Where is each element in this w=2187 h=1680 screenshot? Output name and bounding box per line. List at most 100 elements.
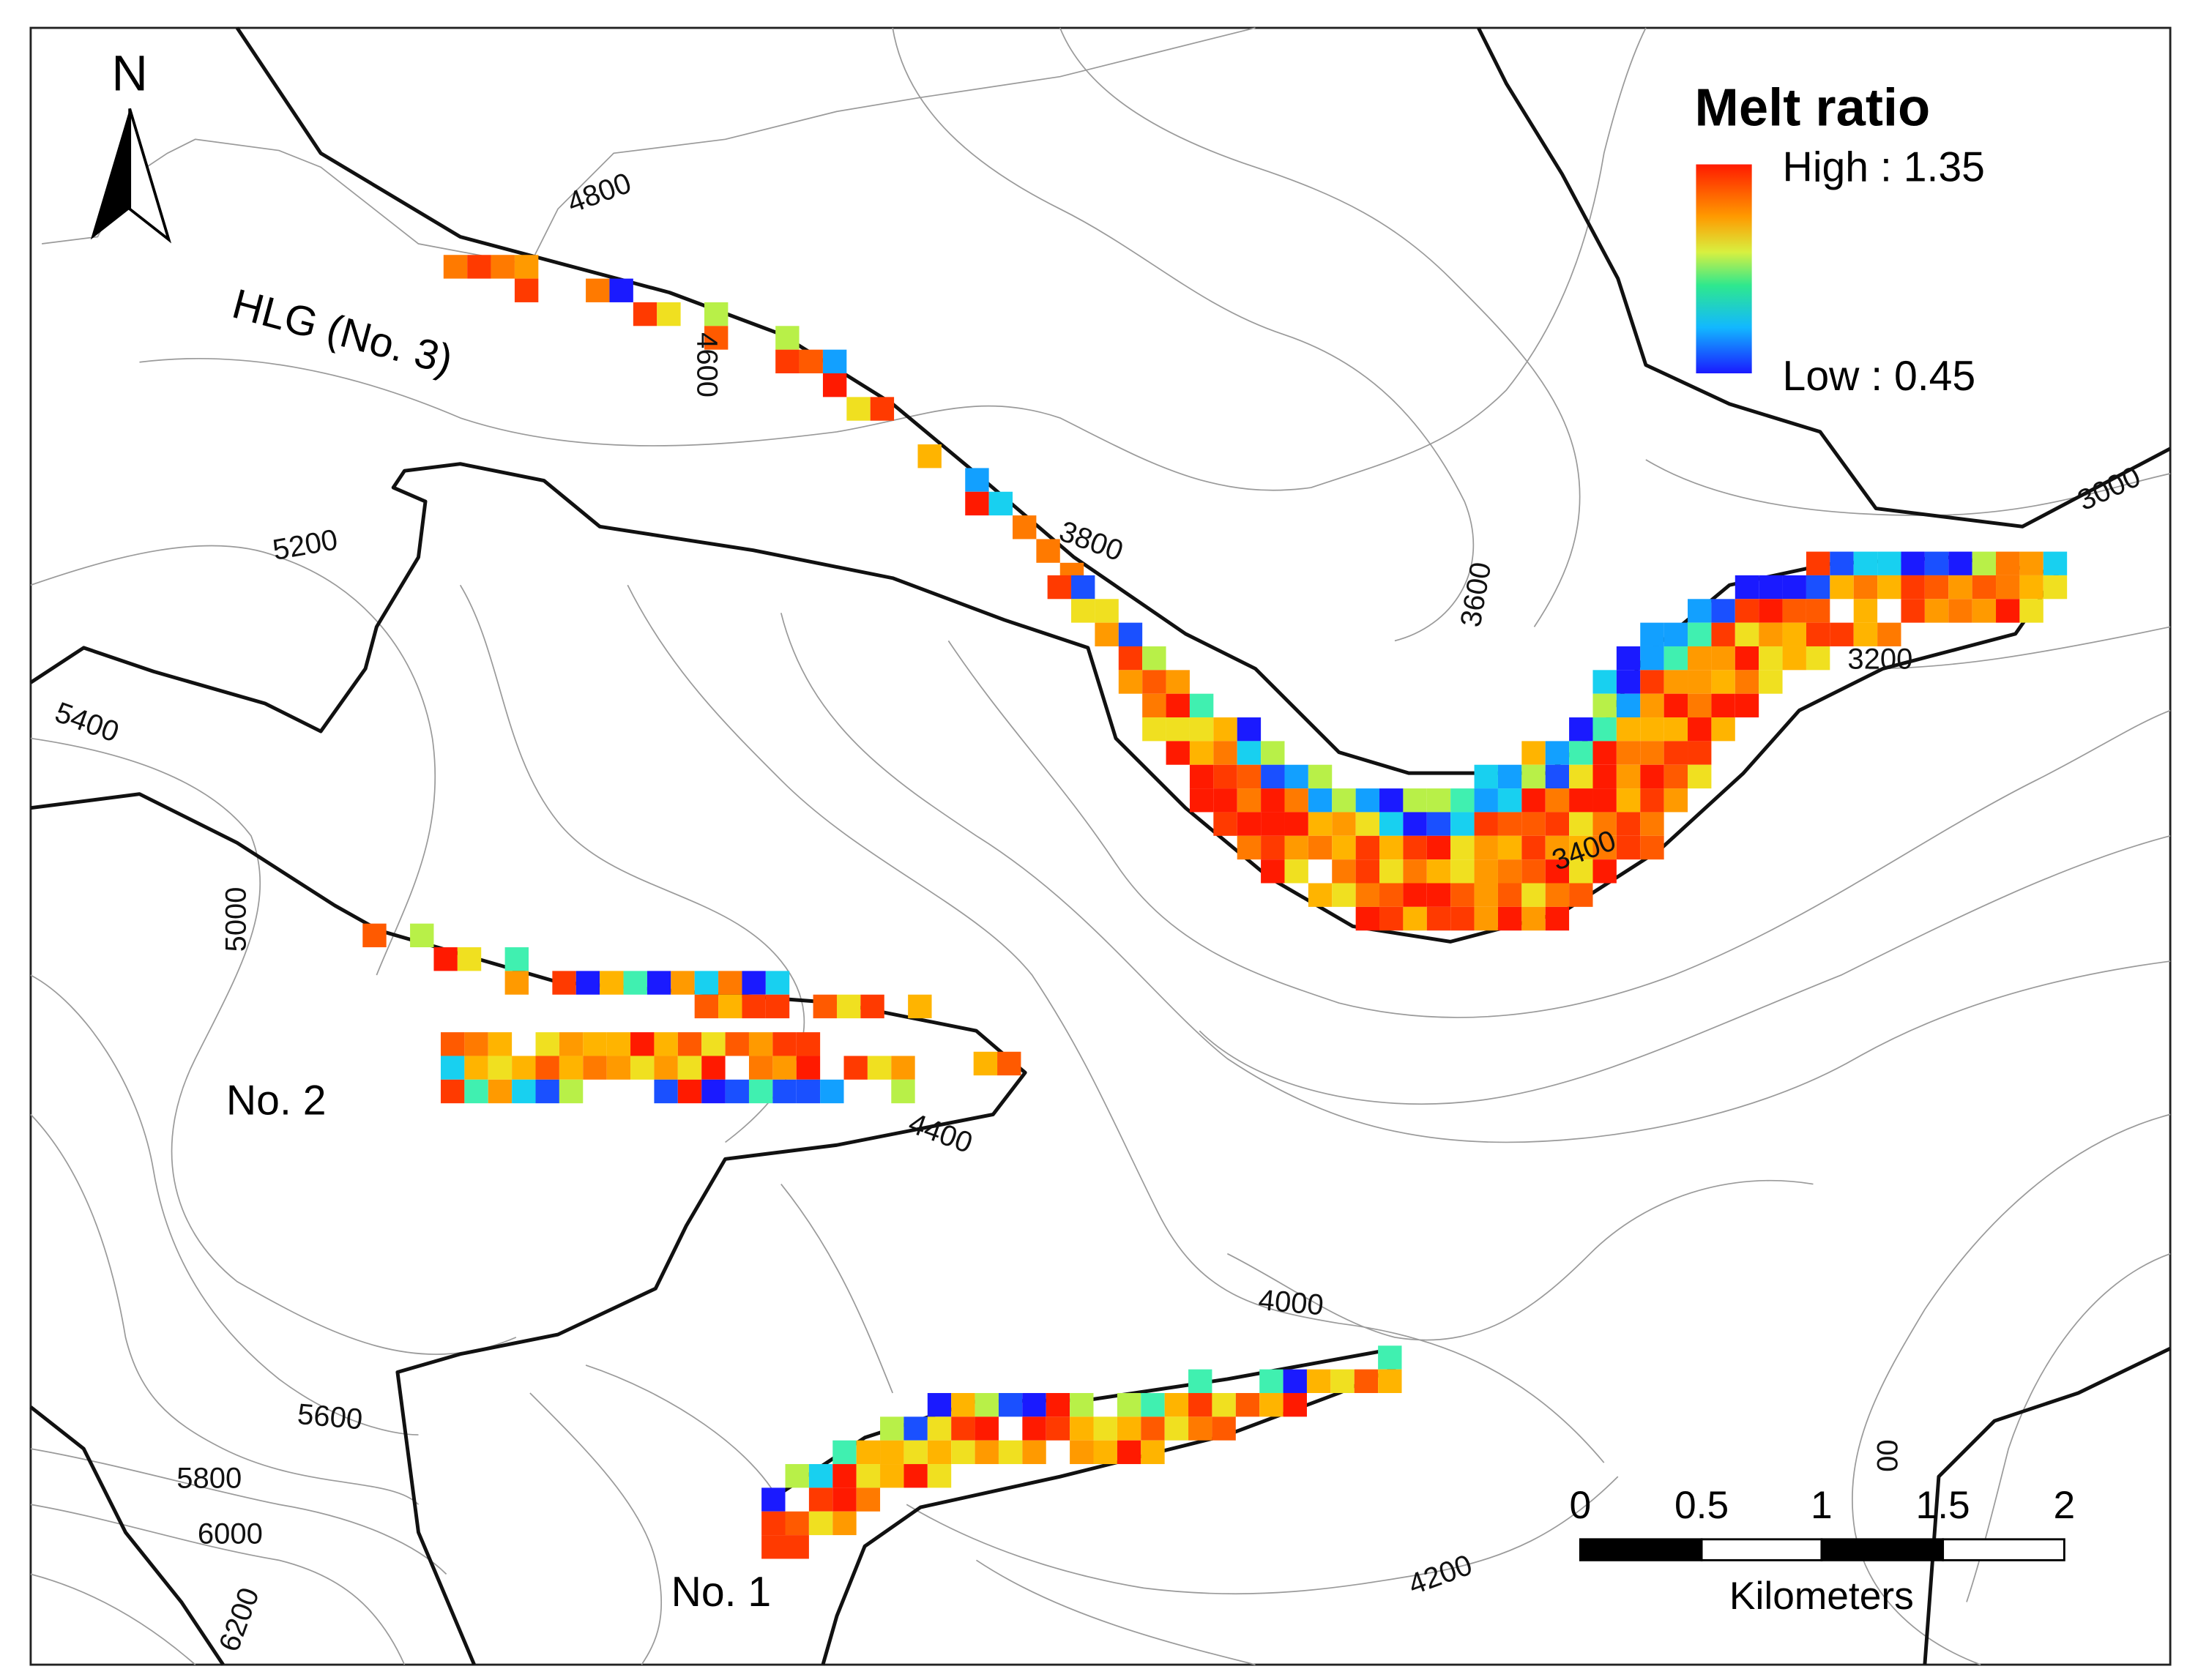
melt-cell: [975, 1416, 999, 1441]
contour-label: 5600: [296, 1398, 363, 1436]
contour-label: 5800: [176, 1462, 242, 1494]
melt-cell: [433, 947, 458, 971]
melt-cell: [904, 1464, 928, 1488]
melt-cell: [742, 994, 766, 1019]
melt-cell: [1782, 599, 1806, 623]
melt-cell: [718, 994, 742, 1019]
contour-label: 3200: [1847, 643, 1912, 675]
melt-cell: [1592, 670, 1617, 694]
melt-cell: [1118, 646, 1143, 671]
scale-segment: [1579, 1538, 1703, 1561]
contour-label: 4000: [1257, 1284, 1325, 1322]
melt-cell: [1259, 1392, 1283, 1417]
melt-cell: [1046, 1416, 1070, 1441]
melt-cell: [1616, 835, 1641, 860]
melt-cell: [1759, 575, 1783, 600]
melt-cell: [1237, 717, 1262, 742]
melt-cell: [677, 1079, 702, 1104]
melt-cell: [1284, 764, 1308, 789]
contour-label: 6000: [198, 1518, 263, 1550]
melt-cell: [1330, 1369, 1355, 1393]
melt-cell: [1901, 551, 1925, 575]
melt-cell: [1118, 670, 1143, 694]
melt-cell: [1782, 622, 1806, 646]
melt-cell: [1378, 1345, 1402, 1370]
melt-cell: [796, 1079, 821, 1104]
melt-cell: [1545, 859, 1570, 884]
melt-cell: [583, 1032, 607, 1056]
melt-cell: [856, 1464, 881, 1488]
melt-cell: [1901, 575, 1925, 600]
melt-cell: [748, 1056, 773, 1080]
melt-cell: [1332, 788, 1356, 813]
melt-cell: [1117, 1392, 1141, 1417]
melt-cell: [1569, 741, 1593, 765]
melt-cell: [1877, 622, 1901, 646]
melt-cell: [1261, 859, 1285, 884]
melt-ratio-cells: [362, 255, 2068, 1559]
melt-cell: [457, 947, 482, 971]
melt-cell: [951, 1416, 975, 1441]
melt-cell: [1996, 551, 2020, 575]
melt-cell: [832, 1440, 857, 1465]
melt-cell: [1924, 575, 1949, 600]
melt-cell: [1735, 693, 1759, 718]
melt-cell: [1853, 599, 1878, 623]
melt-cell: [927, 1392, 952, 1417]
melt-cell: [1877, 575, 1901, 600]
scale-tick-label: 0.5: [1674, 1484, 1729, 1527]
melt-cell: [1806, 551, 1830, 575]
melt-cell: [1474, 788, 1498, 813]
melt-cell: [1640, 835, 1664, 860]
melt-cell: [1711, 622, 1735, 646]
melt-cell: [1663, 741, 1688, 765]
melt-cell: [514, 255, 539, 279]
melt-cell: [1188, 1416, 1212, 1441]
melt-cell: [559, 1079, 584, 1104]
melt-cell: [765, 971, 790, 995]
melt-cell: [880, 1464, 904, 1488]
melt-cell: [1379, 788, 1404, 813]
melt-cell: [1592, 859, 1617, 884]
melt-cell: [799, 349, 823, 373]
melt-cell: [1474, 764, 1498, 789]
melt-cell: [1426, 883, 1451, 907]
melt-cell: [1640, 717, 1664, 742]
melt-cell: [1164, 1416, 1189, 1441]
melt-cell: [1142, 693, 1166, 718]
melt-cell: [1237, 741, 1262, 765]
melt-cell: [1640, 741, 1664, 765]
melt-cell: [701, 1079, 726, 1104]
melt-cell: [1735, 622, 1759, 646]
melt-cell: [410, 923, 434, 948]
melt-cell: [1592, 835, 1617, 860]
melt-cell: [1189, 693, 1214, 718]
melt-cell: [1759, 622, 1783, 646]
melt-cell: [1497, 764, 1522, 789]
melt-cell: [504, 947, 529, 971]
melt-cell: [701, 1032, 726, 1056]
melt-cell: [832, 1487, 857, 1512]
melt-cell: [1688, 670, 1712, 694]
melt-cell: [1355, 859, 1380, 884]
melt-cell: [1663, 646, 1688, 671]
scale-tick-label: 2: [2054, 1484, 2076, 1527]
melt-cell: [1283, 1369, 1307, 1393]
melt-cell: [1355, 812, 1380, 836]
melt-cell: [832, 1511, 857, 1536]
melt-cell: [1830, 622, 1854, 646]
melt-cell: [1403, 812, 1427, 836]
melt-cell: [1284, 788, 1308, 813]
melt-cell: [704, 326, 729, 350]
melt-cell: [1711, 693, 1735, 718]
melt-cell: [1592, 717, 1617, 742]
melt-cell: [606, 1032, 631, 1056]
melt-cell: [1403, 883, 1427, 907]
legend-high: High : 1.35: [1783, 143, 1985, 190]
melt-cell: [1284, 812, 1308, 836]
melt-cell: [535, 1079, 559, 1104]
melt-cell: [1521, 835, 1546, 860]
melt-cell: [1688, 717, 1712, 742]
melt-cell: [1142, 646, 1166, 671]
melt-cell: [975, 1440, 999, 1465]
